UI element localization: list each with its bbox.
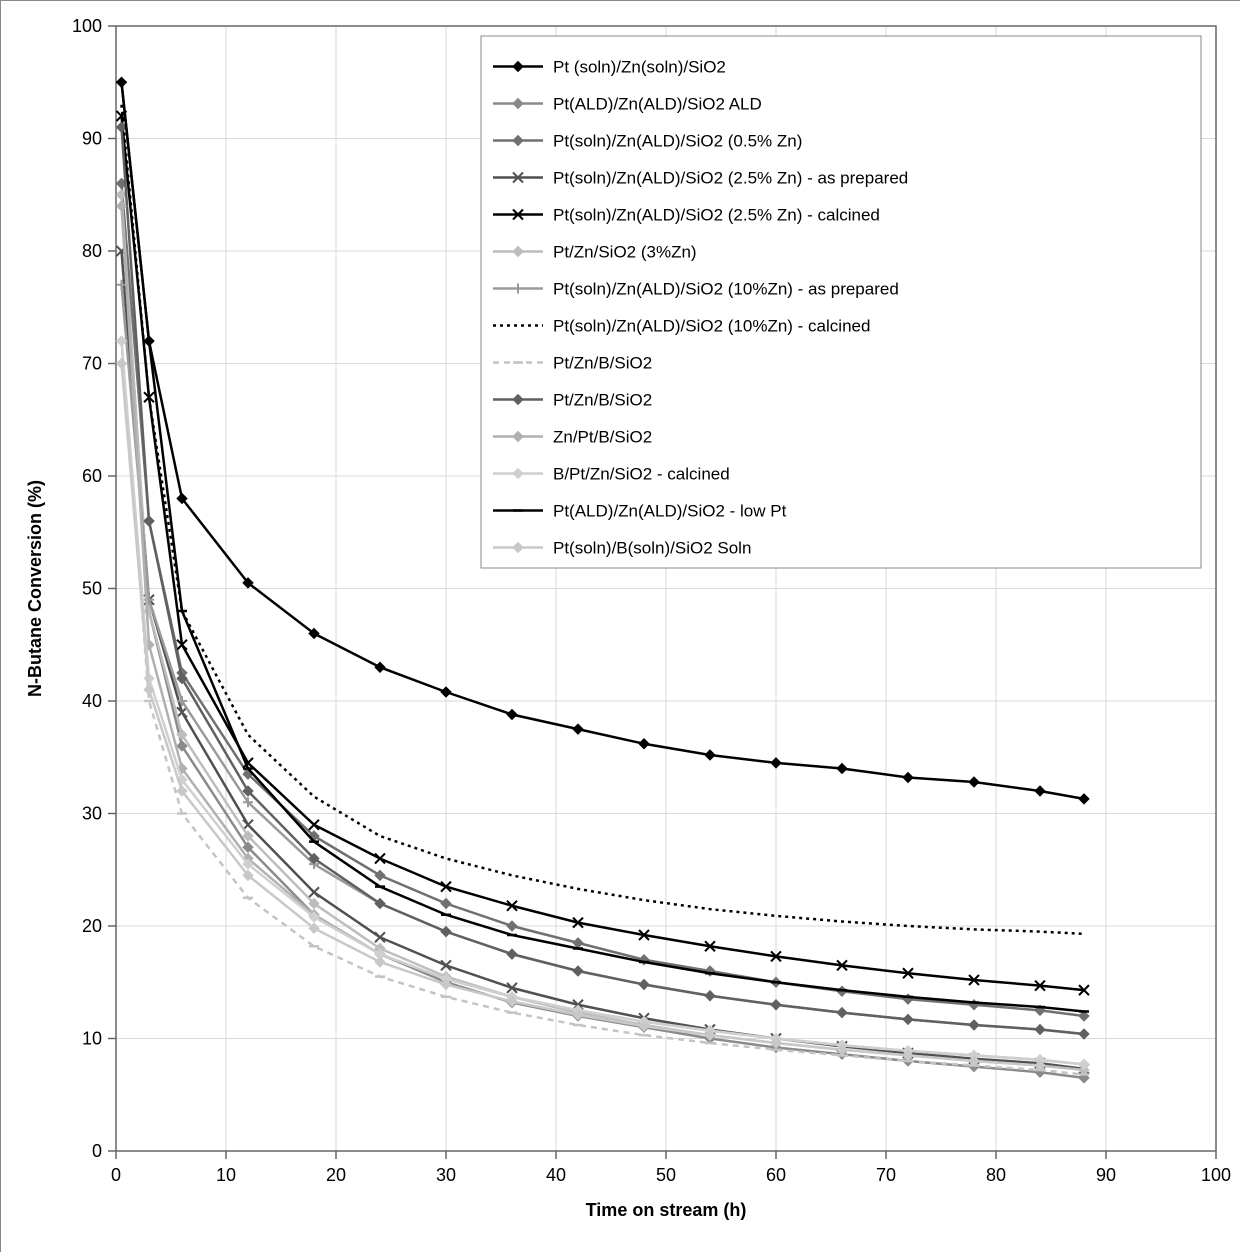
x-tick-label: 40 — [546, 1165, 566, 1185]
legend-label: Pt(soln)/Zn(ALD)/SiO2 (0.5% Zn) — [553, 132, 802, 151]
y-tick-label: 0 — [92, 1141, 102, 1161]
legend: Pt (soln)/Zn(soln)/SiO2 Pt(ALD)/Zn(ALD)/S… — [481, 36, 1201, 568]
legend-label: Pt/Zn/SiO2 (3%Zn) — [553, 243, 697, 262]
chart-container: 0 10 20 30 40 50 60 70 80 90 100 0 10 20 30 40 50 60 70 80 9… — [0, 0, 1240, 1252]
line-chart: 0 10 20 30 40 50 60 70 80 90 100 0 10 20 30 40 50 60 70 80 9… — [1, 1, 1240, 1253]
x-tick-label: 0 — [111, 1165, 121, 1185]
x-tick-label: 70 — [876, 1165, 896, 1185]
legend-label: Pt(soln)/Zn(ALD)/SiO2 (2.5% Zn) - as pre… — [553, 169, 908, 188]
y-tick-label: 70 — [82, 354, 102, 374]
x-tick-label: 90 — [1096, 1165, 1116, 1185]
y-tick-label: 20 — [82, 916, 102, 936]
x-tick-label: 30 — [436, 1165, 456, 1185]
x-tick-label: 60 — [766, 1165, 786, 1185]
legend-label: Pt/Zn/B/SiO2 — [553, 354, 652, 373]
y-tick-label: 40 — [82, 691, 102, 711]
y-tick-label: 10 — [82, 1029, 102, 1049]
legend-label: Pt(ALD)/Zn(ALD)/SiO2 ALD — [553, 95, 762, 114]
x-axis-label: Time on stream (h) — [586, 1200, 747, 1220]
y-tick-label: 100 — [72, 16, 102, 36]
legend-label: Pt(soln)/Zn(ALD)/SiO2 (10%Zn) - as prepa… — [553, 280, 899, 299]
legend-label: Pt (soln)/Zn(soln)/SiO2 — [553, 58, 726, 77]
legend-label: Pt(ALD)/Zn(ALD)/SiO2 - low Pt — [553, 502, 787, 521]
legend-label: Pt(soln)/Zn(ALD)/SiO2 (10%Zn) - calcined — [553, 317, 870, 336]
y-tick-label: 30 — [82, 804, 102, 824]
y-tick-label: 90 — [82, 129, 102, 149]
y-tick-label: 60 — [82, 466, 102, 486]
legend-label: B/Pt/Zn/SiO2 - calcined — [553, 465, 730, 484]
y-axis-label: N-Butane Conversion (%) — [25, 480, 45, 697]
y-tick-label: 50 — [82, 579, 102, 599]
legend-label: Pt/Zn/B/SiO2 — [553, 391, 652, 410]
legend-label: Zn/Pt/B/SiO2 — [553, 428, 652, 447]
legend-label: Pt(soln)/B(soln)/SiO2 Soln — [553, 539, 751, 558]
x-tick-label: 100 — [1201, 1165, 1231, 1185]
x-tick-label: 10 — [216, 1165, 236, 1185]
x-tick-label: 50 — [656, 1165, 676, 1185]
x-tick-label: 80 — [986, 1165, 1006, 1185]
x-tick-label: 20 — [326, 1165, 346, 1185]
y-tick-label: 80 — [82, 241, 102, 261]
legend-label: Pt(soln)/Zn(ALD)/SiO2 (2.5% Zn) - calcin… — [553, 206, 880, 225]
